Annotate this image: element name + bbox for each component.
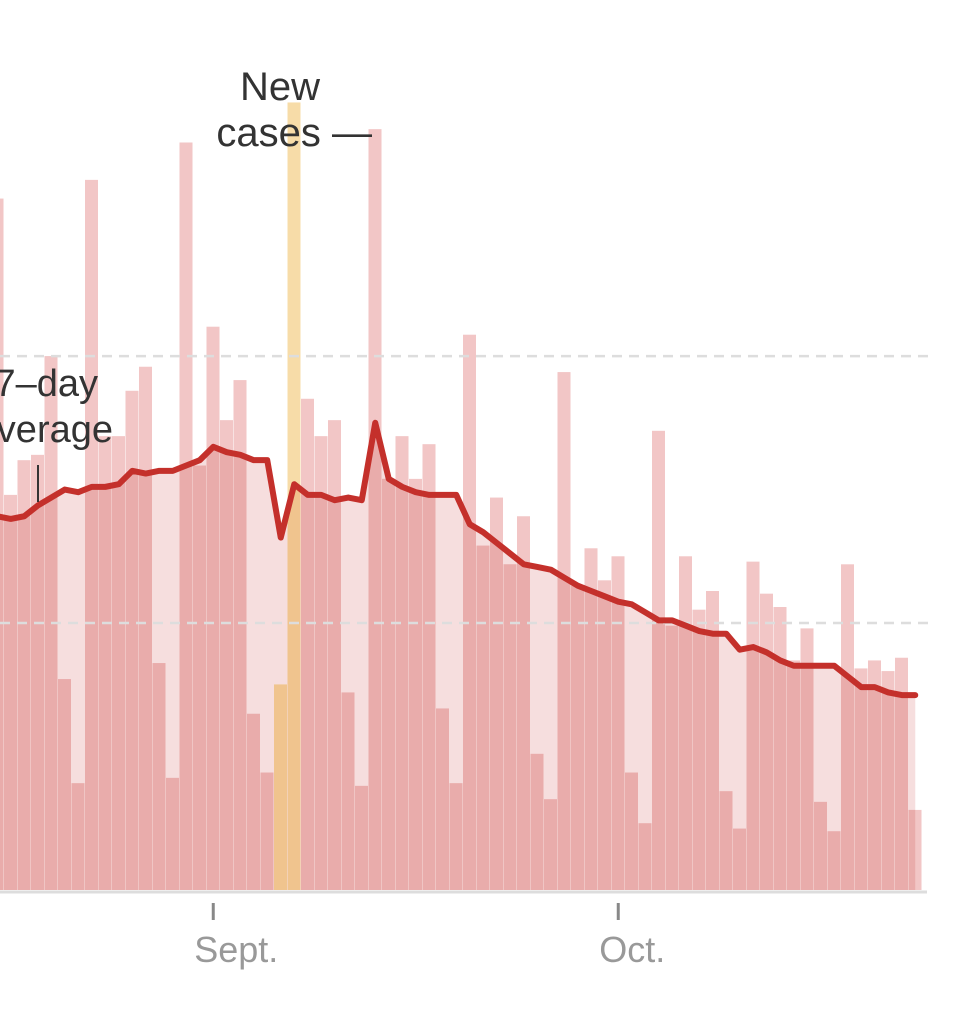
bar-shade (0, 422, 4, 890)
bar-shade (463, 422, 476, 890)
bar-shade (328, 422, 341, 890)
annotation: average (0, 409, 113, 451)
bar-shade (598, 580, 611, 890)
bar-shade (476, 545, 490, 890)
annotation: 7–day (0, 363, 98, 405)
bar-shade (530, 753, 544, 890)
bar-shade (814, 801, 827, 890)
bar-shade (868, 660, 881, 890)
bar-shade (220, 422, 233, 890)
bar-shade (787, 660, 800, 890)
bar-shade (152, 663, 166, 890)
bar-shade (895, 657, 908, 890)
bar-shade (409, 478, 422, 890)
x-tick-label: Oct. (599, 929, 665, 970)
bar-shade (44, 422, 58, 890)
bar-shade (422, 444, 436, 890)
bar-shade (719, 791, 733, 890)
bar-shade (760, 593, 773, 890)
bar-shade (571, 585, 584, 890)
bar-shade (368, 422, 382, 890)
bar-shade (733, 828, 746, 890)
bar-shade-group (0, 422, 916, 890)
x-tick-label: Sept. (194, 929, 278, 970)
bar-shade (382, 478, 395, 890)
bar-shade (449, 783, 463, 890)
annotation: New (240, 65, 320, 109)
bar-shade (638, 823, 652, 890)
bar-shade (301, 422, 314, 890)
bar-shade (71, 783, 85, 890)
bar-shade (584, 548, 598, 890)
average-line (0, 419, 919, 699)
bar-shade (341, 692, 355, 890)
bar-shade (355, 785, 368, 890)
bar-shade (17, 460, 31, 890)
bar-shade (395, 436, 409, 890)
bar-shade (490, 497, 503, 890)
bar-shade (679, 556, 692, 890)
bar-shade (112, 436, 125, 890)
bar-shade (544, 799, 557, 890)
bar-shade (85, 422, 98, 890)
bar-shade (800, 628, 814, 890)
bar-shade (139, 422, 152, 890)
bar-shade (692, 609, 706, 890)
bar-shade (193, 465, 206, 890)
bar-shade (625, 772, 638, 890)
bar-shade (773, 607, 787, 890)
bar-shade (98, 436, 112, 890)
bar-shade (233, 422, 247, 890)
bar-shade (260, 772, 274, 890)
bar-shade (908, 809, 916, 890)
bar-shade (274, 684, 287, 890)
annotation: cases — (216, 111, 372, 155)
bar-shade (58, 679, 71, 890)
bar-shade (179, 422, 193, 890)
bar-shade (517, 516, 530, 890)
bar-shade (436, 708, 449, 890)
bar-shade (706, 590, 719, 890)
bar-shade (247, 713, 260, 890)
bar-shade (4, 494, 17, 890)
bar-shade (503, 564, 517, 890)
bar-shade (665, 625, 679, 890)
bar-shade (287, 422, 301, 890)
bar-shade (31, 454, 44, 890)
bar-shade (881, 671, 895, 890)
bar-shade (314, 436, 328, 890)
bar-shade (827, 831, 841, 890)
bar-shade (166, 777, 179, 890)
bar-shade (854, 668, 868, 890)
bar-shade (125, 422, 139, 890)
plot (0, 102, 930, 920)
bar-shade (611, 556, 625, 890)
bar-shade (206, 422, 220, 890)
